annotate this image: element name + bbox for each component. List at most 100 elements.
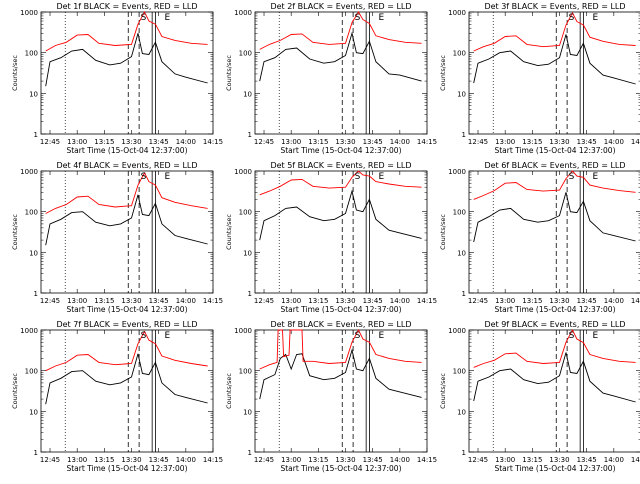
y-tick-label: 10 bbox=[29, 408, 38, 416]
x-tick-label: 13:15 bbox=[94, 138, 114, 146]
series-lld bbox=[473, 11, 636, 52]
x-tick-label: 13:00 bbox=[495, 138, 515, 146]
y-tick-label: 1000 bbox=[234, 9, 252, 17]
x-tick-label: 14:15 bbox=[203, 138, 223, 146]
x-tick-label: 14:00 bbox=[604, 297, 624, 305]
marker-label-s: S bbox=[141, 13, 147, 23]
panel-3: Det 3f BLACK = Events, RED = LLD 1 10 100 10… bbox=[439, 2, 640, 155]
x-tick-label: 12:45 bbox=[468, 138, 488, 146]
x-tick-label: 13:45 bbox=[149, 297, 169, 305]
y-axis-label: Counts/sec bbox=[225, 373, 233, 409]
x-tick-label: 12:45 bbox=[468, 297, 488, 305]
y-tick-label: 1000 bbox=[448, 168, 466, 176]
x-tick-label: 12:45 bbox=[254, 297, 274, 305]
y-tick-label: 1000 bbox=[234, 168, 252, 176]
x-tick-label: 12:45 bbox=[40, 456, 60, 464]
y-tick-label: 10 bbox=[457, 249, 466, 257]
panel-title: Det 1f BLACK = Events, RED = LLD bbox=[56, 2, 197, 11]
x-tick-label: 14:00 bbox=[390, 456, 410, 464]
x-tick-label: 14:00 bbox=[604, 456, 624, 464]
plot-frame bbox=[468, 329, 640, 453]
x-tick-label: 13:45 bbox=[149, 138, 169, 146]
x-tick-label: 14:15 bbox=[631, 456, 640, 464]
series-events bbox=[259, 348, 422, 400]
y-axis-label: Counts/sec bbox=[439, 214, 447, 250]
y-tick-label: 10 bbox=[29, 90, 38, 98]
x-tick-label: 13:15 bbox=[522, 297, 542, 305]
marker-label-e: E bbox=[165, 172, 171, 182]
panel-title: Det 4f BLACK = Events, RED = LLD bbox=[56, 161, 197, 170]
panel-2: Det 2f BLACK = Events, RED = LLD 1 10 100 10… bbox=[225, 2, 437, 155]
y-tick-label: 100 bbox=[453, 50, 466, 58]
marker-label-s: S bbox=[141, 172, 147, 182]
y-axis-label: Counts/sec bbox=[439, 55, 447, 91]
marker-label-e: E bbox=[593, 13, 599, 23]
x-tick-label: 14:15 bbox=[203, 297, 223, 305]
x-tick-label: 14:15 bbox=[417, 297, 437, 305]
y-tick-label: 100 bbox=[25, 209, 38, 217]
y-axis-label: Counts/sec bbox=[225, 214, 233, 250]
y-tick-label: 10 bbox=[29, 249, 38, 257]
series-events bbox=[45, 194, 208, 246]
x-axis-label: Start Time (15-Oct-04 12:37:00) bbox=[494, 305, 615, 314]
y-axis-label: Counts/sec bbox=[225, 55, 233, 91]
y-tick-label: 1000 bbox=[234, 327, 252, 335]
series-lld bbox=[259, 170, 422, 196]
x-tick-label: 13:15 bbox=[522, 456, 542, 464]
y-axis-label: Counts/sec bbox=[11, 373, 19, 409]
x-axis-label: Start Time (15-Oct-04 12:37:00) bbox=[66, 146, 187, 155]
y-tick-label: 100 bbox=[453, 209, 466, 217]
x-tick-label: 13:00 bbox=[67, 297, 87, 305]
y-tick-label: 1 bbox=[34, 290, 38, 298]
x-tick-label: 13:15 bbox=[308, 138, 328, 146]
series-lld bbox=[259, 11, 422, 50]
plot-frame bbox=[40, 170, 214, 294]
y-tick-label: 100 bbox=[239, 209, 252, 217]
marker-label-s: S bbox=[569, 172, 575, 182]
marker-label-e: E bbox=[165, 13, 171, 23]
x-tick-label: 13:30 bbox=[335, 456, 355, 464]
x-tick-label: 12:45 bbox=[468, 456, 488, 464]
y-tick-label: 1 bbox=[34, 131, 38, 139]
x-tick-label: 13:45 bbox=[363, 456, 383, 464]
x-axis-label: Start Time (15-Oct-04 12:37:00) bbox=[280, 464, 401, 473]
y-tick-label: 100 bbox=[25, 50, 38, 58]
x-tick-label: 13:00 bbox=[281, 456, 301, 464]
panel-title: Det 5f BLACK = Events, RED = LLD bbox=[270, 161, 411, 170]
x-tick-label: 14:00 bbox=[604, 138, 624, 146]
x-tick-label: 13:45 bbox=[577, 456, 597, 464]
x-tick-label: 13:30 bbox=[335, 297, 355, 305]
x-tick-label: 14:15 bbox=[631, 297, 640, 305]
series-events bbox=[473, 34, 636, 85]
x-tick-label: 13:15 bbox=[94, 297, 114, 305]
x-tick-label: 14:15 bbox=[203, 456, 223, 464]
x-tick-label: 13:45 bbox=[363, 138, 383, 146]
panel-1: Det 1f BLACK = Events, RED = LLD 1 10 100 10… bbox=[11, 2, 223, 155]
y-tick-label: 10 bbox=[243, 408, 252, 416]
x-axis-label: Start Time (15-Oct-04 12:37:00) bbox=[494, 464, 615, 473]
x-tick-label: 13:30 bbox=[549, 297, 569, 305]
x-tick-label: 13:15 bbox=[308, 456, 328, 464]
y-tick-label: 100 bbox=[239, 50, 252, 58]
series-events bbox=[45, 33, 208, 87]
y-tick-label: 10 bbox=[457, 90, 466, 98]
x-tick-label: 13:15 bbox=[94, 456, 114, 464]
series-lld bbox=[473, 170, 636, 200]
series-lld bbox=[45, 330, 208, 372]
x-tick-label: 14:00 bbox=[176, 138, 196, 146]
x-tick-label: 13:30 bbox=[121, 138, 141, 146]
x-tick-label: 14:15 bbox=[417, 456, 437, 464]
y-tick-label: 100 bbox=[453, 368, 466, 376]
panel-8: Det 8f BLACK = Events, RED = LLD 1 10 100 10… bbox=[225, 320, 437, 473]
y-axis-label: Counts/sec bbox=[439, 373, 447, 409]
x-tick-label: 13:00 bbox=[67, 138, 87, 146]
x-tick-label: 13:30 bbox=[335, 138, 355, 146]
panel-title: Det 8f BLACK = Events, RED = LLD bbox=[270, 320, 411, 329]
panel-title: Det 9f BLACK = Events, RED = LLD bbox=[484, 320, 625, 329]
x-tick-label: 14:15 bbox=[417, 138, 437, 146]
y-axis-label: Counts/sec bbox=[11, 214, 19, 250]
series-events bbox=[473, 352, 636, 403]
panel-5: Det 5f BLACK = Events, RED = LLD 1 10 100 10… bbox=[225, 161, 437, 314]
x-tick-label: 14:15 bbox=[631, 138, 640, 146]
